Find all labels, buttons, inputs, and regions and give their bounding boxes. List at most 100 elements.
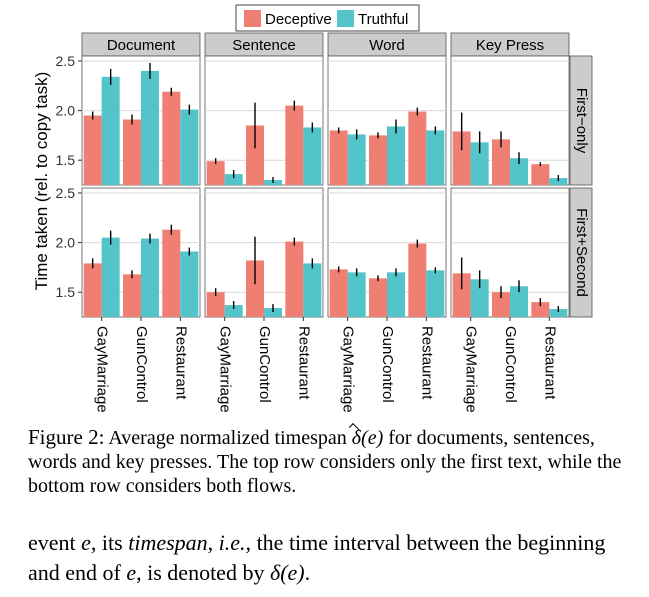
panel-r1-c4: [450, 55, 570, 186]
bar-truthful-gaymarriage: [347, 272, 366, 317]
bar-deceptive-gaymarriage: [452, 131, 471, 185]
bar-truthful-guncontrol: [141, 70, 159, 185]
bar-truthful-gaymarriage: [470, 142, 489, 185]
body-text-part: ,: [207, 530, 219, 555]
bar-truthful-gaymarriage: [224, 174, 243, 185]
x-tick-label: GayMarriage: [217, 326, 234, 413]
body-term-ie: i.e.,: [218, 530, 252, 555]
legend-swatch-truthful: [337, 10, 354, 27]
bar-truthful-restaurant: [426, 130, 445, 185]
panel-r1-c3: [327, 55, 447, 186]
body-symbol-arg: (e): [280, 560, 305, 585]
body-var: e: [126, 560, 137, 585]
caption-label: Figure 2:: [28, 425, 105, 449]
body-var: e: [81, 530, 91, 555]
row-strip-label: First+Second: [573, 208, 590, 297]
axes: 1.5 2.0 2.5 1.5 2.0 2.5 GayMarriage GunControl R…: [56, 53, 559, 413]
body-text-part: the time interval between the beginning …: [28, 530, 606, 585]
bar-truthful-restaurant: [180, 251, 199, 317]
y-tick-label: 2.5: [56, 53, 76, 69]
x-tick-label: GunControl: [502, 326, 519, 403]
figure-caption: Figure 2: Average normalized timespan δ(…: [28, 425, 628, 498]
panel-r1-c2: [204, 55, 324, 186]
y-axis-label: Time taken (rel. to copy task): [32, 72, 51, 291]
body-term-timespan: timespan: [128, 530, 208, 555]
bar-deceptive-restaurant: [162, 91, 181, 185]
chart-figure: Deceptive Truthful Document Sentence Word Ke…: [32, 4, 593, 413]
facet-strip-label: Sentence: [232, 37, 295, 54]
facet-panels: [81, 55, 570, 318]
legend-label-deceptive: Deceptive: [265, 11, 332, 28]
panel-r1-c1: [81, 55, 201, 186]
row-strip-1: First−only: [569, 55, 593, 186]
bar-deceptive-restaurant: [408, 111, 427, 185]
y-tick-label: 1.5: [56, 152, 76, 168]
bar-deceptive-restaurant: [531, 302, 550, 317]
row-strip-2: First+Second: [569, 187, 593, 318]
caption-symbol-arg: (e): [361, 427, 384, 449]
bar-truthful-gaymarriage: [224, 305, 243, 317]
bar-truthful-guncontrol: [264, 308, 282, 317]
panel-r2-c4: [450, 187, 570, 318]
caption-symbol: δ: [351, 427, 362, 449]
y-tick-label: 2.5: [56, 185, 76, 201]
bar-truthful-restaurant: [549, 178, 568, 185]
bar-deceptive-gaymarriage: [329, 130, 348, 185]
caption-text-after: for documents, sentences, words and key …: [28, 427, 622, 497]
x-tick-label: GayMarriage: [463, 326, 480, 413]
x-tick-label: Restaurant: [418, 326, 435, 400]
row-strip-label: First−only: [573, 88, 590, 154]
bar-truthful-guncontrol: [387, 272, 405, 317]
bar-deceptive-guncontrol: [369, 278, 387, 317]
bar-deceptive-guncontrol: [369, 135, 387, 185]
bar-truthful-guncontrol: [510, 286, 528, 317]
row-strip-bg: [569, 55, 593, 186]
bar-deceptive-gaymarriage: [206, 161, 225, 185]
bar-deceptive-guncontrol: [246, 125, 264, 185]
x-tick-label: Restaurant: [295, 326, 312, 400]
bar-deceptive-restaurant: [285, 105, 304, 185]
bar-deceptive-guncontrol: [492, 292, 510, 317]
bar-deceptive-restaurant: [285, 241, 304, 317]
facet-strip-word: Word: [327, 32, 447, 57]
bar-deceptive-restaurant: [408, 243, 427, 317]
bar-deceptive-guncontrol: [123, 274, 141, 317]
body-symbol: δ: [269, 560, 281, 585]
legend: Deceptive Truthful: [235, 4, 420, 32]
bar-truthful-guncontrol: [141, 238, 159, 317]
x-tick-label: Restaurant: [172, 326, 189, 400]
bar-deceptive-restaurant: [531, 164, 550, 185]
bar-deceptive-restaurant: [162, 229, 181, 317]
x-tick-label: GunControl: [133, 326, 150, 403]
bar-truthful-gaymarriage: [470, 279, 489, 317]
legend-box: Deceptive Truthful: [235, 4, 420, 32]
bar-truthful-guncontrol: [387, 126, 405, 185]
bar-truthful-restaurant: [426, 270, 445, 317]
bar-truthful-gaymarriage: [101, 237, 120, 317]
body-text-part: event: [28, 530, 82, 555]
body-text-part: .: [304, 560, 311, 585]
bar-truthful-restaurant: [180, 109, 199, 185]
x-tick-label: GunControl: [379, 326, 396, 403]
body-text-part: , is denoted by: [136, 560, 270, 585]
panel-r2-c2: [204, 187, 324, 318]
body-text-part: , its: [90, 530, 129, 555]
x-tick-label: Restaurant: [541, 326, 558, 400]
facet-strip-label: Document: [107, 37, 176, 54]
bar-deceptive-gaymarriage: [83, 115, 102, 185]
x-tick-label: GayMarriage: [340, 326, 357, 413]
bar-truthful-gaymarriage: [347, 134, 366, 185]
bar-deceptive-guncontrol: [123, 119, 141, 185]
facet-strips: Document Sentence Word Key Press First−only F…: [81, 32, 593, 318]
bar-deceptive-gaymarriage: [206, 292, 225, 317]
bar-deceptive-guncontrol: [492, 139, 510, 185]
bar-truthful-restaurant: [303, 127, 322, 185]
bar-deceptive-gaymarriage: [83, 263, 102, 317]
x-tick-label: GayMarriage: [94, 326, 111, 413]
body-paragraph: event e, its timespan, i.e., the time in…: [28, 528, 638, 588]
panel-r2-c1: [81, 187, 201, 318]
caption-text-before: Average normalized timespan: [104, 427, 352, 449]
facet-strip-key-press: Key Press: [450, 32, 570, 57]
legend-swatch-deceptive: [244, 10, 261, 27]
x-tick-label: GunControl: [256, 326, 273, 403]
